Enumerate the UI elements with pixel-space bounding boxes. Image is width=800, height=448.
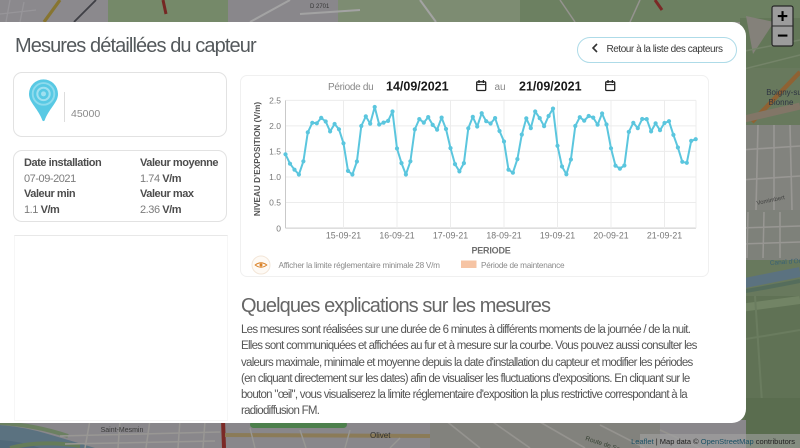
svg-text:NIVEAU D’EXPOSITION (V/m): NIVEAU D’EXPOSITION (V/m) (253, 102, 262, 216)
svg-text:Canal d’Orléans: Canal d’Orléans (770, 257, 800, 267)
svg-text:Période du: Période du (328, 82, 373, 93)
svg-text:au: au (495, 82, 506, 93)
svg-text:−: − (777, 26, 788, 47)
svg-text:16-09-21: 16-09-21 (379, 231, 414, 241)
svg-text:19-09-21: 19-09-21 (540, 231, 575, 241)
svg-text:2.0: 2.0 (269, 121, 281, 131)
svg-text:Boigny-su: Boigny-su (766, 88, 800, 97)
svg-text:15-09-21: 15-09-21 (326, 231, 361, 241)
svg-text:1.5: 1.5 (269, 147, 281, 157)
svg-text:18-09-21: 18-09-21 (486, 231, 521, 241)
svg-text:Afficher la limite réglementai: Afficher la limite réglementaire minimal… (279, 261, 441, 270)
svg-text:1.0: 1.0 (269, 172, 281, 182)
svg-text:Vomimbert: Vomimbert (756, 195, 786, 207)
svg-text:21-09-21: 21-09-21 (647, 231, 682, 241)
svg-text:+: + (777, 7, 788, 28)
svg-text:Olivet: Olivet (370, 431, 391, 440)
svg-text:D 2701: D 2701 (310, 4, 330, 10)
svg-text:17-09-21: 17-09-21 (433, 231, 468, 241)
svg-text:0.5: 0.5 (269, 198, 281, 208)
svg-text:0: 0 (276, 223, 281, 233)
svg-text:PERIODE: PERIODE (471, 246, 510, 256)
svg-text:21/09/2021: 21/09/2021 (519, 80, 582, 94)
svg-text:Saint-Mesmin: Saint-Mesmin (101, 427, 144, 434)
svg-text:Bionne: Bionne (769, 98, 794, 107)
svg-text:2.5: 2.5 (269, 96, 281, 106)
svg-text:Leaflet | Map data © OpenStree: Leaflet | Map data © OpenStreetMap contr… (631, 437, 795, 446)
svg-text:Période de maintenance: Période de maintenance (481, 261, 565, 270)
svg-text:20-09-21: 20-09-21 (593, 231, 628, 241)
svg-text:14/09/2021: 14/09/2021 (386, 80, 449, 94)
